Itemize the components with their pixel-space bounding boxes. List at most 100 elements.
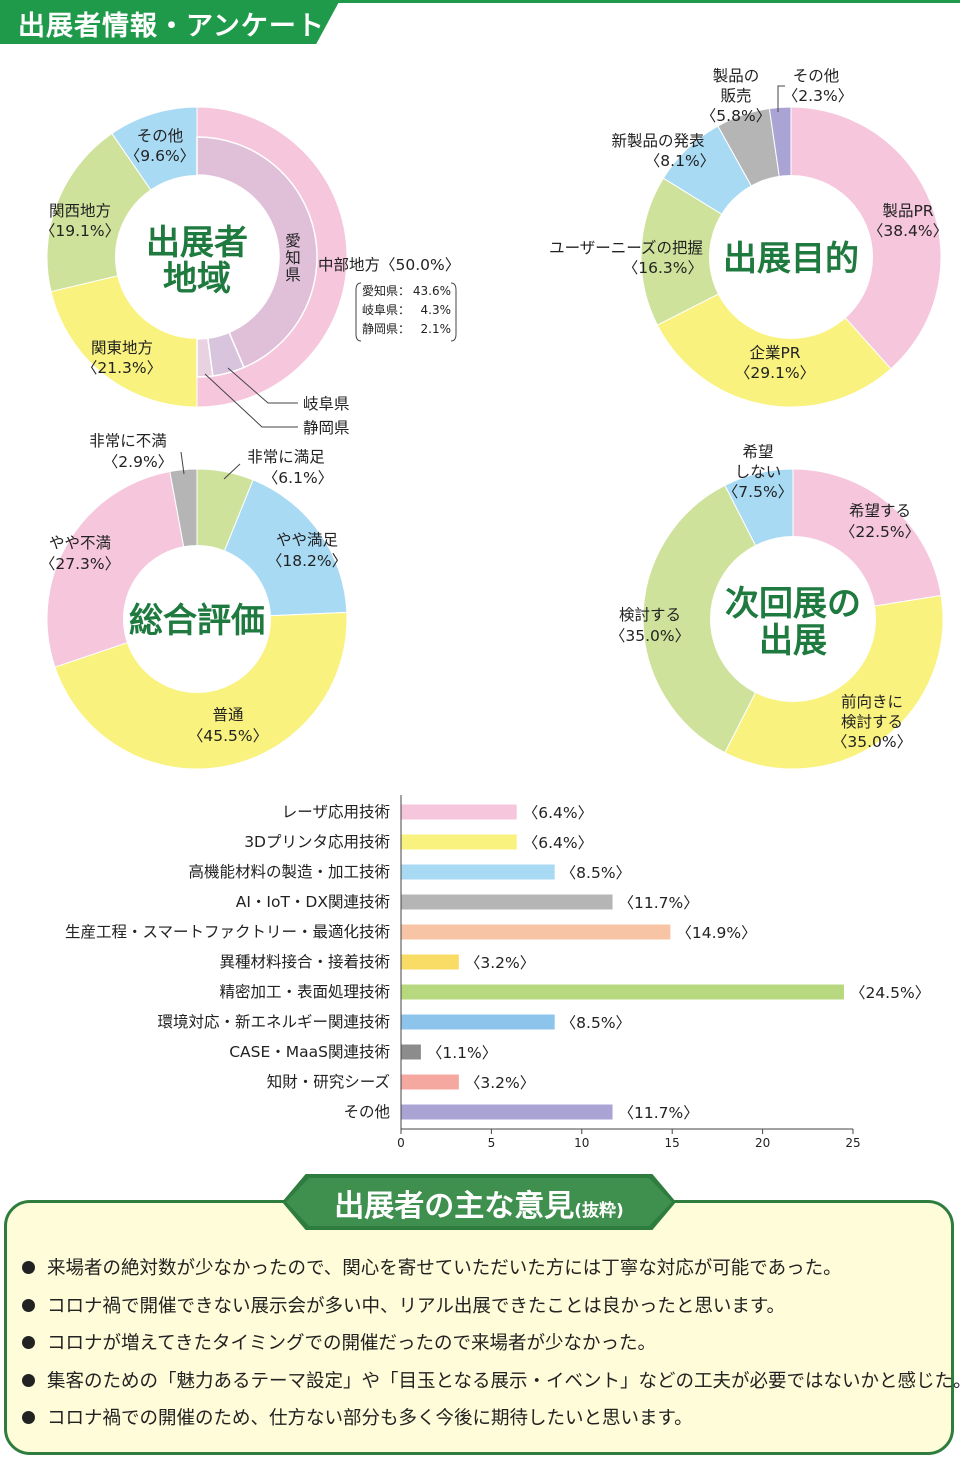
- bar-value-label: 〈1.1%〉: [427, 1044, 497, 1062]
- bar-value-label: 〈11.7%〉: [619, 1104, 699, 1122]
- bar-value-label: 〈8.5%〉: [561, 1014, 631, 1032]
- bar-category-label: AI・IoT・DX関連技術: [236, 893, 390, 911]
- slice-value: 〈29.1%〉: [735, 364, 815, 382]
- opinion-item: コロナが増えてきたタイミングでの開催だったので来場者が少なかった。: [22, 1325, 960, 1363]
- x-tick-label: 0: [397, 1136, 405, 1150]
- slice-value: 〈7.5%〉: [723, 483, 793, 501]
- bar-value-label: 〈3.2%〉: [465, 1074, 535, 1092]
- slice-label: ユーザーニーズの把握: [549, 239, 703, 257]
- donut-hole: [710, 536, 876, 702]
- x-tick-label: 20: [755, 1136, 770, 1150]
- opinion-item: 集客のための「魅力あるテーマ設定」や「目玉となる展示・イベント」などの工夫が必要…: [22, 1363, 960, 1401]
- bar-category-label: 生産工程・スマートファクトリー・最適化技術: [65, 923, 390, 941]
- callout-line: [204, 373, 298, 428]
- slice-value: 〈22.5%〉: [840, 523, 920, 541]
- bullet-icon: [22, 1373, 35, 1387]
- slice-label: 製品の: [713, 67, 760, 85]
- bar: [401, 834, 517, 850]
- opinions-title-suffix: (抜粋): [574, 1201, 624, 1221]
- x-tick-label: 10: [574, 1136, 589, 1150]
- chart-center-title: 総合評価: [129, 601, 265, 641]
- bracket-left: [355, 282, 362, 342]
- bar-value-label: 〈14.9%〉: [676, 924, 756, 942]
- slice-label: 新製品の発表: [611, 132, 704, 150]
- bar-category-label: 知財・研究シーズ: [267, 1073, 390, 1091]
- bar-value-label: 〈8.5%〉: [561, 864, 631, 882]
- opinions-title: 出展者の主な意見: [334, 1189, 575, 1224]
- page-title: 出展者情報・アンケート: [18, 11, 325, 42]
- slice-value: 〈19.1%〉: [40, 222, 120, 240]
- header: 出展者情報・アンケート: [0, 0, 960, 46]
- x-tick-label: 15: [665, 1136, 680, 1150]
- slice-label: その他: [137, 127, 184, 145]
- slice-label: 製品PR: [882, 202, 933, 220]
- slice-value: 〈9.6%〉: [125, 147, 195, 165]
- slice-value: 〈2.9%〉: [103, 453, 173, 471]
- slice-value: 〈21.3%〉: [82, 359, 162, 377]
- slice-value: 〈6.1%〉: [263, 469, 333, 487]
- breakdown-value: 2.1%: [421, 322, 452, 336]
- bar: [401, 864, 555, 880]
- header-banner: [0, 0, 340, 44]
- slice-label: 関西地方: [49, 202, 111, 220]
- slice-value: 〈2.3%〉: [783, 87, 853, 105]
- opinions-list: 来場者の絶対数が少なかったので、関心を寄せていただいた方には丁寧な対応が可能であ…: [22, 1250, 960, 1438]
- slice-label: しない: [735, 463, 782, 481]
- breakdown-value: 43.6%: [413, 284, 451, 298]
- callout-line: [777, 85, 785, 112]
- donut-hole: [123, 545, 271, 693]
- opinion-item: コロナ禍で開催できない展示会が多い中、リアル出展できたことは良かったと思います。: [22, 1288, 960, 1326]
- slice-value: 〈35.0%〉: [610, 627, 690, 645]
- breakdown-value: 4.3%: [421, 303, 452, 317]
- bracket-right: [450, 282, 457, 342]
- charts-canvas: 出展者 地域 愛 知 県 中部地方〈50.0%〉 関東地方 〈21.3%〉 関西…: [40, 67, 948, 1150]
- opinion-item: 来場者の絶対数が少なかったので、関心を寄せていただいた方には丁寧な対応が可能であ…: [22, 1250, 960, 1288]
- bar-value-label: 〈6.4%〉: [523, 804, 593, 822]
- slice-label: やや満足: [276, 531, 338, 549]
- chart-center-title: 出展: [759, 621, 827, 661]
- callout-line: [180, 451, 185, 475]
- chart-center-title: 出展目的: [723, 239, 859, 279]
- chart-center-title: 地域: [163, 259, 231, 299]
- bar: [401, 894, 613, 910]
- bar: [401, 924, 671, 940]
- bar-category-label: CASE・MaaS関連技術: [229, 1043, 390, 1061]
- slice-value: 〈8.1%〉: [645, 152, 715, 170]
- bullet-icon: [22, 1336, 35, 1349]
- slice-label: その他: [793, 67, 840, 85]
- callout-label: 岐阜県: [303, 395, 350, 413]
- bar-category-label: 3Dプリンタ応用技術: [244, 833, 390, 851]
- slice-label: 前向きに: [841, 693, 903, 711]
- inner-vertical-label: 県: [285, 266, 301, 284]
- bar: [401, 1104, 613, 1120]
- bullet-icon: [22, 1298, 35, 1312]
- bar: [401, 984, 844, 1000]
- slice-label: 非常に満足: [247, 448, 325, 466]
- bar-category-label: 異種材料接合・接着技術: [219, 953, 390, 971]
- slice-label: 検討する: [841, 713, 903, 731]
- bar: [401, 954, 459, 970]
- inner-vertical-label: 知: [285, 249, 301, 267]
- slice-label: 関東地方: [91, 339, 153, 357]
- slice-label: 非常に不満: [89, 432, 167, 450]
- opinions-panel: [4, 1200, 954, 1455]
- slice-label: 販売: [720, 87, 751, 105]
- opinion-item: コロナ禍での開催のため、仕方ない部分も多く今後に期待したいと思います。: [22, 1400, 960, 1438]
- slice-label: 普通: [212, 706, 244, 724]
- slice-value: 〈5.8%〉: [701, 107, 771, 125]
- bullet-icon: [22, 1411, 35, 1424]
- bar: [401, 1044, 421, 1060]
- slice-value: 〈45.5%〉: [188, 727, 268, 745]
- callout-line: [223, 463, 241, 480]
- slice-label: やや不満: [49, 534, 111, 552]
- bar: [401, 1074, 459, 1090]
- bar: [401, 804, 517, 820]
- slice-label: 中部地方〈50.0%〉: [318, 256, 460, 274]
- slice-label: 希望する: [849, 502, 911, 520]
- bar-value-label: 〈11.7%〉: [619, 894, 699, 912]
- overall-rating-donut-chart: 総合評価 非常に満足 〈6.1%〉 やや満足 〈18.2%〉 普通 〈45.5%…: [40, 432, 348, 770]
- region-donut-chart: 出展者 地域 愛 知 県 中部地方〈50.0%〉 関東地方 〈21.3%〉 関西…: [40, 106, 460, 437]
- bar-category-label: その他: [343, 1103, 390, 1121]
- breakdown-label: 岐阜県：: [362, 303, 410, 317]
- bar: [401, 1014, 555, 1030]
